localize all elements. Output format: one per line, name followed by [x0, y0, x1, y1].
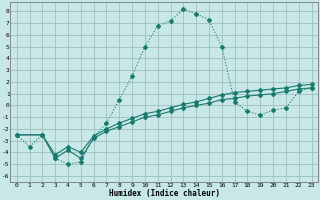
X-axis label: Humidex (Indice chaleur): Humidex (Indice chaleur) [108, 189, 220, 198]
